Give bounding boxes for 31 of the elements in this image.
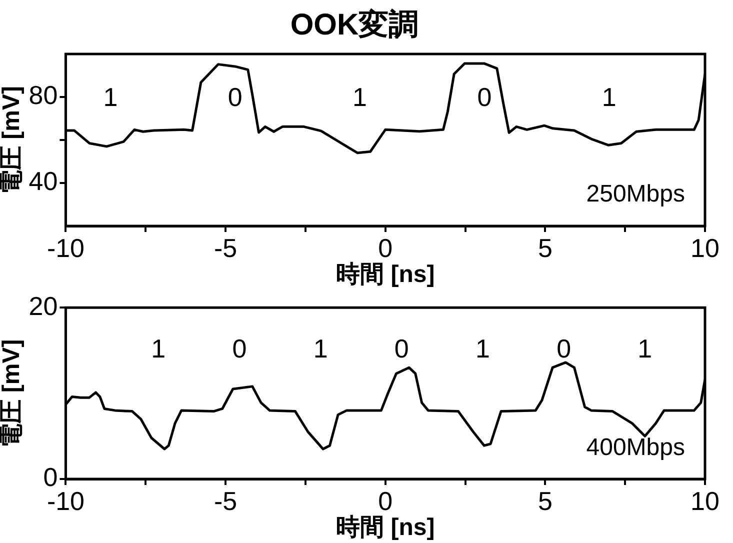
annotation: 0 [477,82,492,112]
annotation: 0 [232,334,247,364]
x-tick-label: 5 [538,486,552,516]
annotation: 1 [476,334,490,364]
x-tick-label: -10 [46,232,85,263]
y-tick-label: 20 [28,290,58,321]
annotation: 1 [313,334,328,364]
y-axis-title: 電圧 [mV] [0,86,26,194]
x-tick-label: 0 [378,232,393,263]
y-tick-label: 40 [28,166,58,196]
y-tick-label: 80 [28,80,58,110]
annotation: 1 [103,82,118,112]
annotation: 250Mbps [586,180,685,208]
x-tick-label: 0 [378,486,393,516]
x-tick-label: -5 [214,232,238,263]
y-axis-title: 電圧 [mV] [0,339,26,448]
x-tick-label: 10 [690,486,720,516]
x-tick-label: 5 [538,232,552,263]
annotation: 1 [151,334,166,364]
x-tick-label: 10 [690,232,720,263]
x-axis-title: 時間 [ns] [336,514,435,542]
x-axis-title: 時間 [ns] [336,261,435,288]
chart-title: OOK変調 [290,7,419,42]
annotation: 0 [394,334,409,364]
annotation: 1 [352,82,368,112]
annotation: 400Mbps [586,434,685,461]
annotation: 1 [602,82,616,112]
annotation: 0 [556,334,572,364]
annotation: 0 [228,82,242,112]
annotation: 1 [638,334,652,364]
x-tick-label: -5 [214,486,238,516]
